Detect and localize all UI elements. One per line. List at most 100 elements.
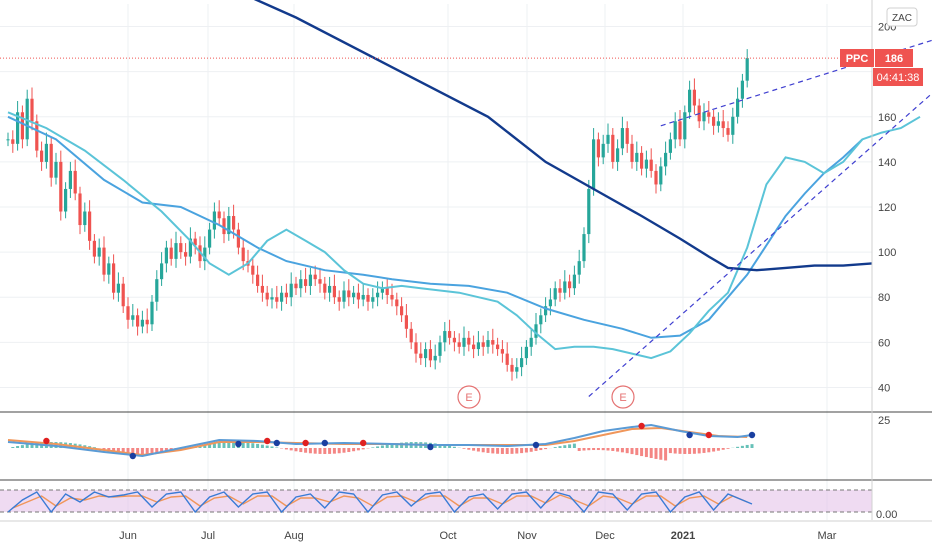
macd-histogram-bar	[472, 448, 475, 451]
candle-body	[83, 212, 86, 226]
macd-histogram-bar	[607, 448, 610, 451]
candle-body	[549, 299, 552, 306]
y-tick-label: 100	[878, 247, 896, 259]
macd-histogram-bar	[736, 447, 739, 448]
macd-histogram-bar	[520, 448, 523, 453]
macd-histogram-bar	[645, 448, 648, 457]
candle-body	[410, 329, 413, 343]
candle-body	[419, 354, 422, 359]
candle-body	[318, 279, 321, 284]
macd-histogram-bar	[669, 448, 672, 453]
candle-body	[155, 279, 158, 302]
macd-histogram-bar	[487, 448, 490, 453]
candle-body	[578, 261, 581, 275]
macd-histogram-bar	[698, 448, 701, 453]
candle-body	[688, 90, 691, 113]
x-tick-label: 2021	[671, 530, 695, 542]
macd-histogram-bar	[218, 443, 221, 448]
candle-body	[510, 365, 513, 372]
macd-histogram-bar	[679, 448, 682, 454]
candle-body	[400, 306, 403, 315]
candle-body	[160, 263, 163, 279]
candle-body	[342, 290, 345, 301]
price-tag-symbol: PPC	[846, 53, 869, 65]
macd-histogram-bar	[448, 446, 451, 448]
candle-body	[602, 144, 605, 158]
macd-histogram-bar	[635, 448, 638, 455]
macd-histogram-bar	[304, 448, 307, 453]
candle-body	[405, 315, 408, 329]
macd-histogram-bar	[371, 447, 374, 448]
sma-mid-line	[8, 117, 862, 338]
macd-histogram-bar	[285, 448, 288, 449]
candle-body	[309, 275, 312, 286]
candle-body	[616, 148, 619, 162]
candle-body	[170, 248, 173, 259]
macd-histogram-bar	[746, 445, 749, 448]
candle-body	[174, 243, 177, 259]
macd-histogram-bar	[328, 448, 331, 454]
candle-body	[146, 320, 149, 325]
macd-histogram-bar	[535, 448, 538, 451]
candle-body	[218, 212, 221, 219]
candle-body	[208, 230, 211, 248]
macd-cross-blue	[322, 440, 328, 446]
symbol-badge[interactable]: ZAC	[892, 13, 912, 24]
candle-body	[131, 315, 134, 320]
macd-histogram-bar	[674, 448, 677, 454]
candle-body	[746, 58, 749, 81]
macd-histogram-bar	[515, 448, 518, 454]
macd-histogram-bar	[453, 447, 456, 448]
macd-cross-blue	[274, 440, 280, 446]
macd-histogram-bar	[343, 448, 346, 453]
macd-histogram-bar	[559, 446, 562, 448]
x-tick-label: Aug	[284, 530, 304, 542]
candle-body	[731, 117, 734, 135]
macd-histogram-bar	[563, 445, 566, 448]
macd-histogram-bar	[722, 448, 725, 450]
candle-body	[112, 263, 115, 292]
candle-body	[683, 112, 686, 139]
candle-body	[650, 160, 653, 171]
candle-body	[434, 356, 437, 361]
candle-body	[501, 349, 504, 354]
candle-body	[304, 279, 307, 286]
candle-body	[741, 81, 744, 99]
macd-cross-blue	[686, 432, 692, 438]
macd-cross-blue	[130, 453, 136, 459]
candle-body	[722, 121, 725, 128]
macd-histogram-bar	[482, 448, 485, 452]
macd-histogram-bar	[602, 448, 605, 450]
macd-histogram-bar	[16, 446, 19, 448]
macd-histogram-bar	[21, 445, 24, 448]
candle-body	[347, 290, 350, 297]
macd-cross-blue	[427, 444, 433, 450]
candle-body	[45, 144, 48, 162]
macd-histogram-bar	[319, 448, 322, 454]
candle-body	[376, 293, 379, 298]
macd-histogram-bar	[491, 448, 494, 453]
macd-histogram-bar	[347, 448, 350, 452]
candle-body	[597, 139, 600, 157]
macd-histogram-bar	[146, 448, 149, 454]
candle-body	[587, 189, 590, 234]
macd-histogram-bar	[741, 446, 744, 448]
candle-body	[88, 212, 91, 241]
macd-histogram-bar	[539, 448, 542, 450]
macd-histogram-bar	[592, 448, 595, 450]
candle-body	[266, 293, 269, 300]
candle-body	[611, 135, 614, 162]
macd-histogram-bar	[611, 448, 614, 451]
y-tick-label: 60	[878, 337, 890, 349]
macd-histogram-bar	[616, 448, 619, 452]
macd-histogram-bar	[626, 448, 629, 453]
candle-body	[606, 135, 609, 144]
y-tick-label: 120	[878, 202, 896, 214]
candle-body	[275, 297, 278, 302]
macd-histogram-bar	[506, 448, 509, 454]
stochastic-pane	[0, 490, 872, 512]
candle-body	[136, 315, 139, 326]
macd-histogram-bar	[727, 448, 730, 449]
macd-histogram-bar	[650, 448, 653, 458]
